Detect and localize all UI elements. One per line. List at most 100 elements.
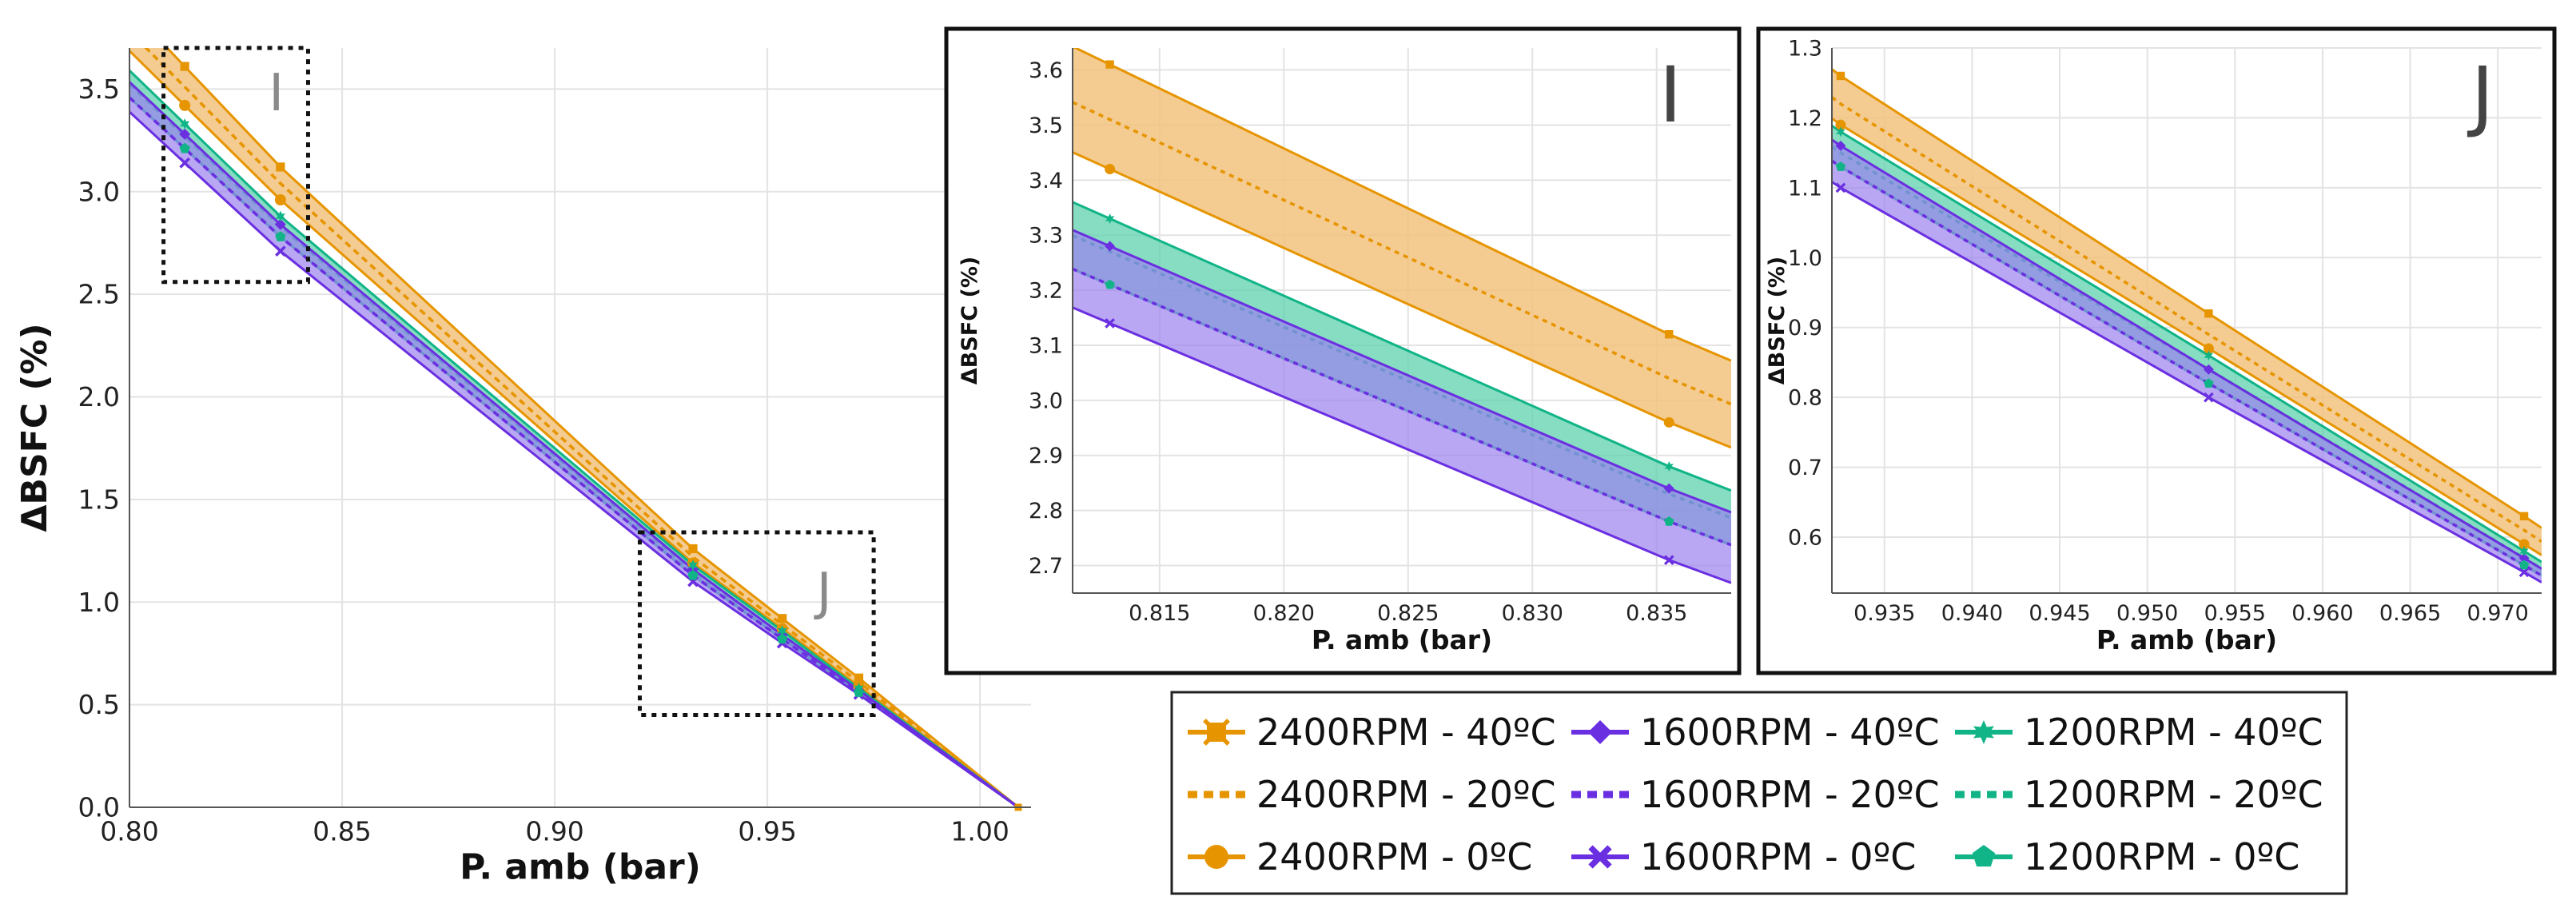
main-y-tick-label: 3.0 — [78, 176, 120, 207]
inset-j-y-tick-label: 1.3 — [1788, 36, 1822, 61]
legend-marker-pentagon-shape — [1972, 845, 1996, 867]
inset-i-x-tick-label: 0.825 — [1377, 601, 1439, 626]
main-y-tick-label: 1.0 — [78, 587, 120, 618]
inset-j-marker-1200rpm-0-c-shape — [2204, 378, 2214, 388]
main-x-axis-title: P. amb (bar) — [460, 847, 701, 888]
inset-i-label: I — [1659, 50, 1682, 140]
inset-i-marker-2400rpm-40-c — [1665, 330, 1674, 339]
main-marker-1600rpm-40-c — [179, 128, 191, 140]
inset-j-marker-2400rpm-40-c-shape — [1836, 71, 1845, 81]
inset-i-x-tick-label: 0.820 — [1253, 601, 1315, 626]
main-y-tick-label: 2.5 — [78, 279, 120, 310]
inset-j-marker-1200rpm-40-c — [2204, 350, 2214, 361]
legend-marker-x — [1588, 845, 1612, 869]
legend-marker-diamond — [1588, 720, 1612, 744]
inset-chart-i: 0.815 0.820 0.825 0.830 0.835 2.7 2.8 2.9 3.0 3.1… — [944, 26, 1742, 675]
main-y-tick-label: 0.5 — [78, 689, 120, 720]
inset-i-markers — [1105, 60, 1674, 566]
main-markers — [179, 62, 1022, 811]
main-y-axis-title: ΔBSFC (%) — [14, 323, 55, 532]
inset-j-marker-2400rpm-40-c-shape — [2204, 309, 2213, 318]
inset-i-marker-2400rpm-0-c-shape — [1663, 416, 1674, 428]
main-line-1600rpm-0-c — [129, 110, 1021, 807]
inset-j-marker-1600rpm-40-c-shape — [1835, 140, 1846, 151]
main-marker-1200rpm-40-c-shape — [275, 210, 285, 222]
inset-j-x-tick-label: 0.965 — [2379, 601, 2441, 626]
inset-i-y-axis-title: ΔBSFC (%) — [958, 257, 982, 385]
inset-i-marker-1200rpm-40-c — [1105, 213, 1115, 225]
inset-j-marker-2400rpm-40-c-shape — [2519, 512, 2529, 521]
inset-i-marker-1600rpm-40-c — [1663, 483, 1674, 494]
inset-i-marker-1200rpm-40-c — [1664, 461, 1674, 472]
inset-j-y-tick-label: 1.1 — [1788, 176, 1822, 201]
inset-i-marker-2400rpm-0-c-shape — [1105, 164, 1116, 175]
inset-i-marker-2400rpm-40-c-shape — [1665, 330, 1674, 339]
inset-j-marker-1200rpm-0-c — [2204, 378, 2214, 388]
main-marker-1200rpm-40-c — [687, 560, 699, 572]
inset-j-y-tick-label: 0.7 — [1788, 456, 1822, 480]
legend: 2400RPM - 40ºC 1600RPM - 40ºC 1200RPM - 40… — [1170, 691, 2348, 895]
main-y-tick-label: 1.5 — [78, 484, 120, 515]
legend-marker-star-shape — [1973, 720, 1994, 744]
inset-i-line-2400rpm-20-c — [1073, 101, 1731, 406]
main-y-tick-label: 3.5 — [78, 74, 120, 105]
inset-j-marker-1200rpm-40-c-shape — [2519, 546, 2529, 557]
inset-j-y-axis-title: ΔBSFC (%) — [1765, 257, 1790, 385]
inset-j-line-1600rpm-20-c — [1832, 159, 2542, 577]
legend-label: 2400RPM - 20ºC — [1256, 773, 1556, 816]
inset-j-marker-1600rpm-0-c-shape — [2518, 567, 2530, 578]
main-marker-2400rpm-40-c-shape — [854, 673, 864, 683]
main-x-tick-label: 0.85 — [313, 815, 371, 846]
main-marker-2400rpm-0-c-shape — [179, 99, 191, 111]
inset-j-marker-1600rpm-0-c-shape — [1835, 182, 1846, 193]
inset-i-marker-1200rpm-0-c-shape — [1105, 279, 1115, 289]
main-marker-1200rpm-0-c-shape — [777, 633, 788, 644]
main-marker-1200rpm-40-c — [777, 625, 787, 637]
inset-i-line-1200rpm-40-c — [1073, 201, 1731, 492]
inset-i-marker-1200rpm-40-c-shape — [1105, 213, 1115, 225]
inset-i-marker-2400rpm-0-c — [1105, 164, 1116, 175]
inset-j-marker-1600rpm-40-c-shape — [2203, 364, 2214, 375]
inset-j-marker-1600rpm-40-c — [2203, 364, 2214, 375]
main-marker-1600rpm-0-c — [179, 157, 191, 169]
legend-frame — [1170, 691, 2348, 895]
inset-j-marker-1200rpm-40-c — [2519, 546, 2529, 557]
main-x-tick-label: 0.95 — [738, 815, 796, 846]
inset-j-marker-1200rpm-0-c-shape — [2518, 560, 2530, 570]
main-x-tick-label: 0.90 — [525, 815, 583, 846]
inset-j-plot-area — [1832, 68, 2542, 583]
legend-label: 1600RPM - 20ºC — [1640, 773, 1940, 816]
inset-i-marker-1600rpm-40-c-shape — [1105, 241, 1116, 252]
inset-i-marker-1200rpm-0-c — [1105, 279, 1115, 289]
main-band-2400rpm — [129, 48, 1019, 807]
main-marker-2400rpm-40-c — [688, 544, 698, 554]
inset-j-marker-1600rpm-40-c-shape — [2518, 552, 2530, 564]
inset-i-marker-1600rpm-40-c — [1105, 241, 1116, 252]
inset-j-label: J — [2467, 50, 2494, 140]
inset-j-y-tick-label: 0.9 — [1788, 316, 1822, 341]
inset-i-y-tick-label: 2.9 — [1029, 444, 1063, 468]
main-line-2400rpm-40-c — [165, 48, 1021, 807]
legend-item: 2400RPM - 0ºC — [1188, 835, 1532, 878]
inset-i-line-1600rpm-40-c — [1073, 229, 1731, 514]
main-marker-1600rpm-0-c — [275, 245, 286, 257]
inset-j-x-tick-label: 0.945 — [2029, 601, 2090, 626]
inset-j-marker-1200rpm-40-c — [1836, 126, 1845, 137]
legend-item: 1600RPM - 20ºC — [1571, 773, 1940, 816]
main-chart: 0.80 0.85 0.90 0.95 1.00 0.0 0.5 1.0 1.5 2.0 2.5 3.… — [14, 46, 1031, 888]
legend-item: 1200RPM - 40ºC — [1955, 711, 2323, 754]
inset-j-marker-2400rpm-40-c — [2204, 309, 2213, 318]
main-y-tick-label: 0.0 — [78, 792, 120, 823]
legend-item: 1200RPM - 20ºC — [1955, 773, 2323, 816]
inset-i-marker-1600rpm-0-c — [1663, 555, 1674, 566]
inset-j-marker-1600rpm-0-c — [2204, 392, 2214, 403]
main-plot-area — [129, 48, 1021, 807]
zoom-box-i — [161, 46, 310, 285]
main-marker-1200rpm-40-c — [275, 210, 285, 222]
legend-label: 1200RPM - 0ºC — [2024, 835, 2299, 878]
main-x-tick-label: 0.80 — [100, 815, 158, 846]
inset-i-y-tick-label: 3.0 — [1029, 388, 1063, 413]
inset-i-plot-area — [1073, 48, 1731, 584]
inset-j-marker-1600rpm-0-c — [1835, 182, 1846, 193]
main-marker-1200rpm-40-c-shape — [777, 625, 787, 637]
